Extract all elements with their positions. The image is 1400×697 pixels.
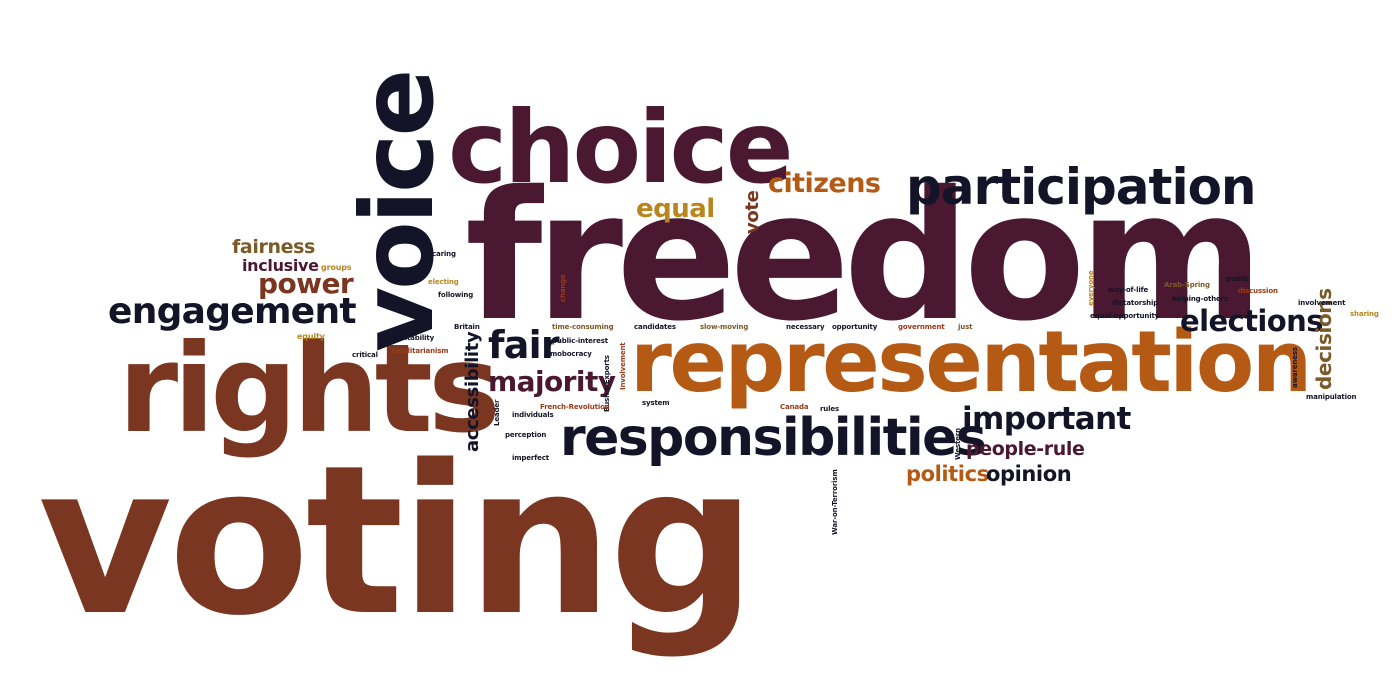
word-system: system [642,399,670,407]
word-opportunity: opportunity [832,323,878,331]
word-western: Western [954,428,962,460]
word-voting: voting [38,421,756,661]
word-accessibility: accessibility [462,331,483,452]
word-way-of-life: way-of-life [1108,286,1149,294]
word-caring: caring [432,250,456,258]
word-public-interest: public-interest [552,337,608,345]
word-equity: equity [297,332,325,341]
word-public: public [1226,275,1250,283]
word-involvement: involvement [1298,299,1346,307]
word-fairness: fairness [232,236,315,258]
word-necessary: necessary [786,323,825,331]
word-awareness: awareness [1291,347,1299,388]
word-voice: voice [339,71,456,352]
word-just: just [958,323,973,331]
word-equal-opportunity: equal-opportunity [1090,312,1160,320]
word-sharing: sharing [1350,310,1379,318]
word-politics: politics [906,462,989,486]
word-time-consuming: time-consuming [552,323,614,331]
word-power: power [258,267,354,300]
word-elections: elections [1180,304,1323,338]
word-rights: rights [118,318,501,460]
word-perception: perception [505,431,547,439]
word-everyone: everyone [1087,270,1095,307]
word-canada: Canada [780,403,809,411]
word-leader: Leader [493,399,501,426]
word-rules: rules [820,405,840,413]
word-responsibilities: responsibilities [560,408,987,468]
word-britain: Britain [454,323,480,331]
word-choice: choice [448,89,794,206]
word-vote: vote [742,190,763,234]
word-groups: groups [321,263,352,272]
word-accountability: accountability [380,334,435,342]
word-representation: representation [630,313,1312,412]
word-equal: equal [636,194,715,224]
word-opinion: opinion [986,462,1072,486]
word-slow-moving: slow-moving [700,323,749,331]
word-arab-spring: Arab-Spring [1164,281,1210,289]
word-helping-others: helping-others [1172,295,1228,303]
word-important: important [962,401,1131,437]
word-discussion: discussion [1238,287,1278,295]
word-following: following [438,291,474,299]
word-government: government [898,323,945,331]
word-citizens: citizens [768,168,881,199]
word-electing: electing [428,278,459,286]
word-people-rule: people-rule [966,438,1085,460]
word-inclusive: inclusive [242,256,319,275]
word-war-on-terrorism: War-on-Terrorism [831,469,839,535]
word-majority: majority [488,365,616,398]
word-mobocracy: mobocracy [550,350,592,358]
word-individuals: individuals [512,411,554,419]
word-totalitarianism: totalitarianism [392,347,449,355]
word-candidates: candidates [634,323,676,331]
word-engagement: engagement [108,291,357,332]
word-participation: participation [906,158,1257,216]
word-involvement-vertical: Involvement [619,342,627,390]
word-fair: fair [488,323,560,367]
word-manipulation: manipulation [1306,393,1357,401]
word-dictatorship: dictatorship [1112,299,1159,307]
word-critical: critical [352,351,378,359]
word-french-revolution: French-Revolution [540,403,610,411]
word-imperfect: imperfect [512,454,549,462]
word-change: change [559,274,567,302]
word-freedom: freedom [465,153,1264,360]
